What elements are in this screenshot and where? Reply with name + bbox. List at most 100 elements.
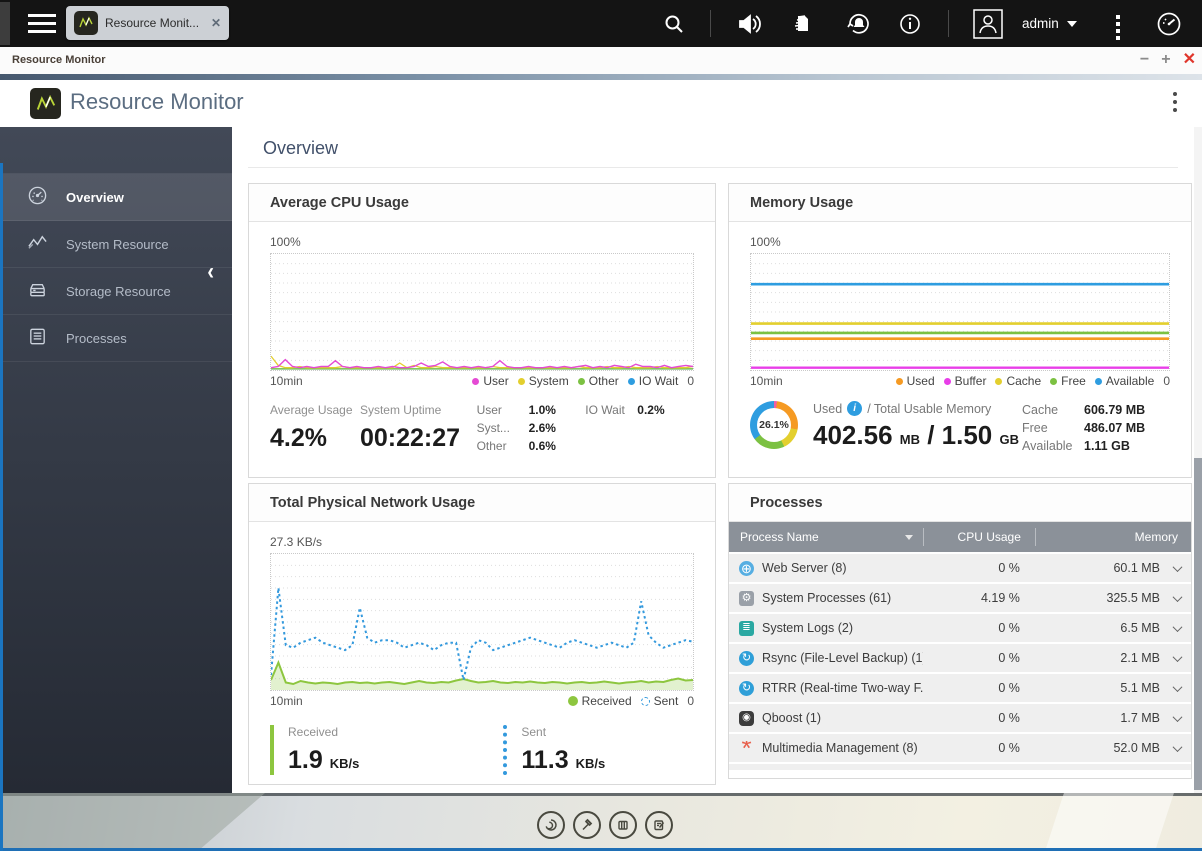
memory-x-right-label: 0 [1163,374,1170,388]
minimize-button[interactable]: − [1139,51,1150,68]
column-memory[interactable]: Memory [1134,530,1178,544]
vertical-scrollbar[interactable] [1194,127,1202,793]
tab-label: Resource Monit... [105,16,200,30]
processes-table-header: Process Name CPU Usage Memory [729,522,1191,552]
sidebar-collapse-icon[interactable]: ‹ [207,258,214,286]
sidebar-item-system-resource[interactable]: System Resource [0,221,232,268]
memory-panel-title: Memory Usage [729,184,1191,222]
user-icon[interactable] [972,0,1004,47]
expand-chevron-icon[interactable] [1172,621,1183,632]
table-row[interactable]: ↻ Rsync (File-Level Backup) (1) 0 % 2.1 MB [729,644,1191,672]
used-label: Used [813,401,843,416]
process-memory: 6.5 MB [1120,621,1160,635]
memory-chart [750,253,1170,371]
app-kebab-menu-icon[interactable] [1172,92,1178,116]
scrollbar-thumb[interactable] [1194,458,1202,790]
page-title: Overview [263,138,339,158]
memory-info-icon[interactable]: i [847,401,863,416]
storage-icon [27,279,48,303]
window-top-accent [0,74,1202,80]
process-name: System Logs (2) [762,621,854,635]
rtrr-icon: ↻ [739,680,754,696]
sidebar-item-processes[interactable]: Processes [0,315,232,362]
expand-chevron-icon[interactable] [1172,741,1183,752]
taskbar-divider [948,10,949,37]
columns-icon[interactable] [609,811,637,839]
legend-item-system: System [517,374,569,388]
rsync-icon: ↻ [739,650,754,666]
note-icon[interactable] [645,811,673,839]
expand-chevron-icon[interactable] [1172,591,1183,602]
expand-chevron-icon[interactable] [1172,711,1183,722]
expand-chevron-icon[interactable] [1172,681,1183,692]
hammer-icon[interactable] [573,811,601,839]
process-cpu: 4.19 % [980,591,1020,605]
line-chart-icon [27,232,48,256]
logs-icon[interactable] [789,0,817,47]
dashboard-icon[interactable] [1152,0,1186,47]
close-button[interactable]: ✕ [1182,51,1196,68]
average-usage-value: 4.2% [270,424,327,452]
taskbar-edge [0,2,10,45]
table-row[interactable]: ≣ System Logs (2) 0 % 6.5 MB [729,614,1191,642]
table-row[interactable]: ⊕ Web Server (8) 0 % 60.1 MB [729,554,1191,582]
expand-chevron-icon[interactable] [1172,651,1183,662]
network-panel-title: Total Physical Network Usage [249,484,715,522]
legend-item-buffer: Buffer [943,374,986,388]
uptime-value: 00:22:27 [359,424,461,452]
process-memory: 1.7 MB [1120,711,1160,725]
legend-item-user: User [472,374,509,388]
app-title: Resource Monitor [70,89,244,114]
memory-x-left-label: 10min [750,374,783,388]
sort-caret-icon[interactable] [905,534,914,540]
alert-sync-icon[interactable] [844,0,874,47]
taskbar: Resource Monit... ✕ admin [0,0,1202,47]
sidebar-item-overview[interactable]: Overview [0,174,232,221]
table-row[interactable]: ◉ Qboost (1) 0 % 1.7 MB [729,704,1191,732]
desktop-dock [537,811,673,839]
speaker-icon[interactable] [736,0,766,47]
user-menu[interactable]: admin [1022,0,1077,47]
desktop-wallpaper [0,793,1202,851]
column-divider [1034,528,1036,546]
received-value: 1.9 KB/s [288,746,360,774]
expand-chevron-icon[interactable] [1172,561,1183,572]
sidebar-item-label: Overview [66,189,124,205]
legend-item-sent: Sent [640,694,678,708]
uptime-label: System Uptime [359,403,442,417]
system-logs-icon: ≣ [739,620,754,636]
info-icon[interactable] [896,0,924,47]
legend-item-available: Available [1094,374,1154,388]
process-cpu: 0 % [998,711,1020,725]
table-row[interactable]: ↻ RTRR (Real-time Two-way F... 0 % 5.1 MB [729,674,1191,702]
sent-label: Sent [521,725,547,739]
memory-details: Cache 606.79 MB Free 486.07 MB Available 1.11… [1022,403,1146,453]
tab-close-icon[interactable]: ✕ [210,16,221,30]
column-process-name[interactable]: Process Name [729,522,923,552]
sidebar-item-storage-resource[interactable]: Storage Resource [0,268,232,315]
maximize-button[interactable]: + [1161,51,1171,68]
total-usable-label: / Total Usable Memory [867,401,992,416]
cpu-x-right-label: 0 [687,374,694,388]
more-dots-icon[interactable] [1114,15,1122,43]
process-memory: 2.1 MB [1120,651,1160,665]
swirl-icon[interactable] [537,811,565,839]
process-cpu: 0 % [998,651,1020,665]
memory-panel: Memory Usage 100% 10min Used Buffer Cache F… [728,183,1192,478]
divider [248,167,1178,168]
process-name: System Processes (61) [762,591,892,605]
table-row[interactable]: * Multimedia Management (8) 0 % 52.0 MB [729,734,1191,762]
process-name: Qboost (1) [762,711,822,725]
legend-item-received: Received [567,694,632,708]
sidebar-item-label: Storage Resource [66,283,171,299]
search-icon[interactable] [660,0,688,47]
table-row-partial [729,764,1191,770]
sidebar-menu: Overview System Resource Storage Resource P… [0,173,232,362]
multimedia-icon: * [741,740,752,756]
app-tab-resource-monitor[interactable]: Resource Monit... ✕ [66,6,229,40]
average-usage-label: Average Usage [270,403,353,417]
sidebar-item-label: System Resource [66,236,169,252]
main-menu-button[interactable] [28,14,56,34]
table-row[interactable]: ⚙ System Processes (61) 4.19 % 325.5 MB [729,584,1191,612]
column-cpu-usage[interactable]: CPU Usage [957,530,1021,544]
